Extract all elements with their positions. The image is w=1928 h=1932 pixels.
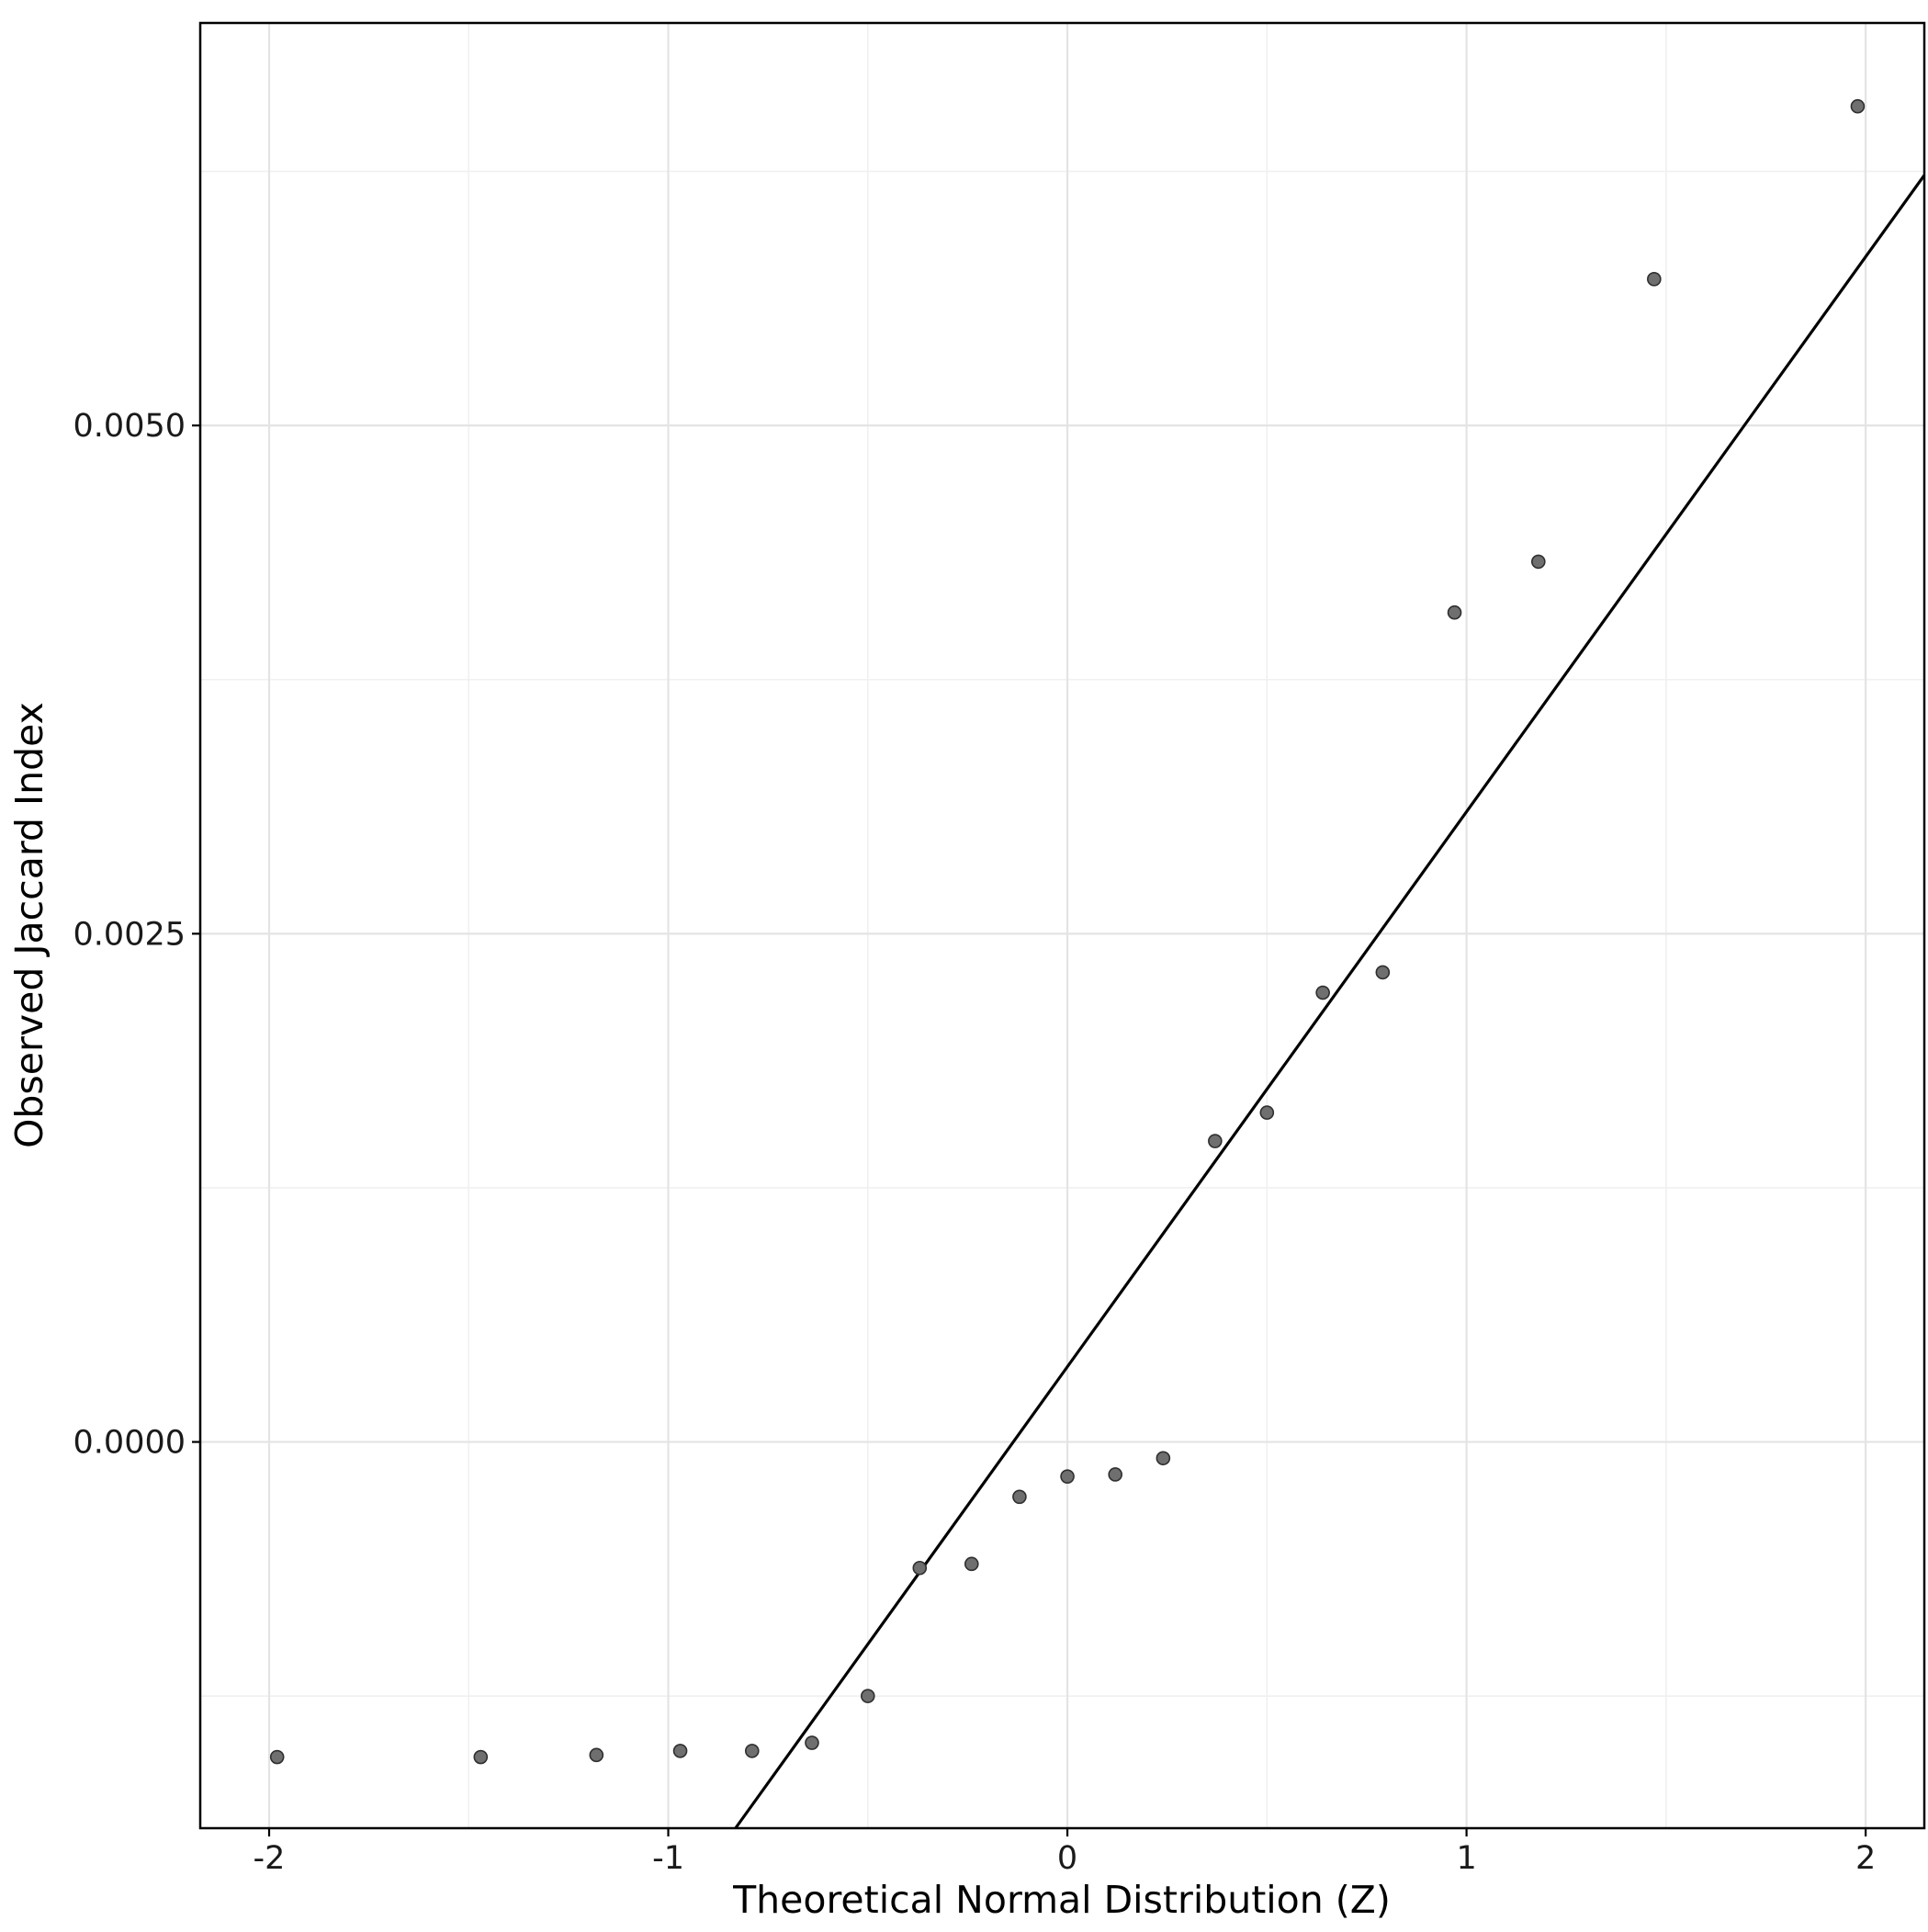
- y-tick-label: 0.0050: [73, 408, 186, 445]
- data-point: [805, 1735, 819, 1750]
- data-point: [1647, 272, 1662, 287]
- data-points-group: [269, 98, 1866, 1765]
- data-point: [1012, 1489, 1027, 1505]
- y-axis-title: Observed Jaccard Index: [7, 702, 51, 1148]
- data-point: [1375, 965, 1391, 980]
- panel-background: [200, 23, 1924, 1828]
- gridlines: [200, 23, 1924, 1828]
- panel-border-group: [198, 21, 1926, 1830]
- panel-border: [198, 21, 1926, 1830]
- data-point: [589, 1747, 604, 1763]
- data-point: [744, 1744, 760, 1758]
- data-point: [912, 1560, 928, 1576]
- y-tick-label: 0.0025: [73, 916, 186, 953]
- data-point: [1315, 985, 1330, 1000]
- axis-ticks-and-labels: -2 -1 0 1 2 0.0000 0.0025 0.0050: [73, 408, 1877, 1877]
- data-point: [964, 1556, 979, 1572]
- qq-reference-line-group: [734, 174, 1926, 1829]
- data-point: [1850, 98, 1866, 114]
- qq-reference-line: [734, 174, 1926, 1829]
- data-point: [1531, 554, 1546, 570]
- data-point: [1156, 1451, 1171, 1466]
- data-point: [1108, 1467, 1123, 1482]
- x-tick-label: 0: [1057, 1840, 1077, 1877]
- x-axis-title: Theoretical Normal Distribution (Z): [732, 1878, 1391, 1922]
- data-point: [672, 1744, 688, 1758]
- y-tick-label: 0.0000: [73, 1425, 186, 1462]
- data-point: [1447, 604, 1462, 620]
- x-tick-label: -1: [652, 1840, 684, 1877]
- data-point: [1060, 1469, 1075, 1484]
- data-point: [1208, 1134, 1223, 1148]
- x-tick-label: 1: [1456, 1840, 1476, 1877]
- x-tick-label: 2: [1855, 1840, 1876, 1877]
- data-point: [860, 1689, 875, 1703]
- data-point: [1259, 1105, 1275, 1120]
- data-point: [473, 1749, 489, 1765]
- data-point: [269, 1749, 285, 1765]
- plot-panel: [200, 23, 1924, 1828]
- x-tick-label: -2: [254, 1840, 286, 1877]
